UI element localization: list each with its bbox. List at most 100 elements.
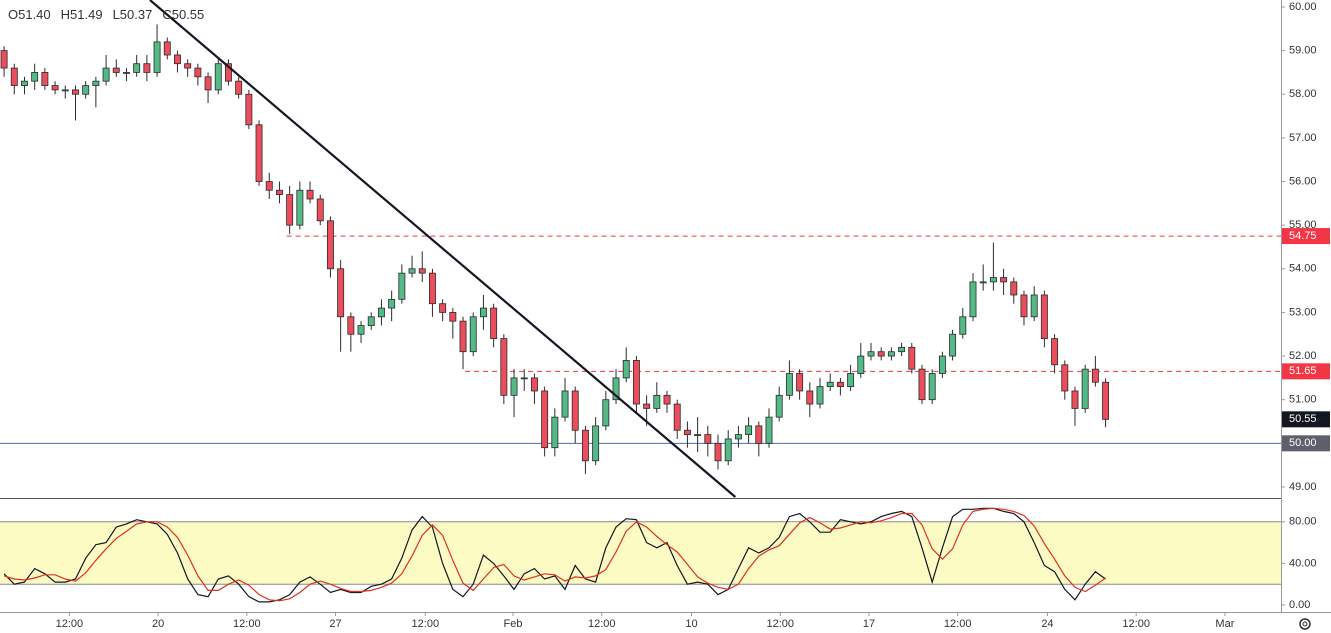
candle-body (867, 351, 875, 357)
candle-body (775, 394, 783, 418)
candle-body (969, 281, 977, 318)
candle-body (1000, 277, 1008, 283)
candle-body (745, 425, 753, 436)
price-badge-label: 54.75 (1289, 230, 1317, 242)
candle-body (918, 368, 926, 401)
candle-body (398, 272, 406, 300)
candle-body (826, 381, 834, 388)
candle-body (61, 89, 69, 92)
candle-body (836, 381, 844, 388)
candle-body (1030, 294, 1038, 318)
candle-body (337, 268, 345, 318)
x-tick-label: 12:00 (233, 618, 261, 630)
candle-body (1020, 294, 1028, 318)
candle-body (653, 394, 661, 409)
candle-body (174, 54, 181, 65)
candle-body (306, 189, 314, 200)
candle-body (541, 390, 549, 449)
candle-body (959, 316, 967, 335)
candle-body (377, 307, 385, 318)
stoch-y-tick-label: 80.00 (1289, 516, 1317, 528)
stoch-line (3, 507, 1106, 603)
candle-body (102, 67, 110, 82)
candle-body (326, 220, 334, 270)
stoch-line (3, 507, 1106, 602)
candle-body (908, 346, 916, 370)
candle-body (449, 312, 457, 322)
candle-body (316, 198, 324, 222)
candle-body (10, 67, 18, 86)
candle-body (214, 63, 222, 91)
x-tick-label: 17 (863, 618, 875, 630)
candle-body (1061, 364, 1069, 392)
candle-body (581, 429, 589, 462)
x-tick-label: 27 (329, 618, 341, 630)
x-tick-label: 12:00 (412, 618, 440, 630)
candle-body (530, 377, 538, 392)
candle-body (367, 316, 375, 326)
candle-body (571, 390, 579, 431)
candle-body (112, 67, 120, 73)
candle-body (694, 434, 702, 437)
settings-icon[interactable] (1299, 618, 1311, 630)
candle-body (428, 272, 436, 305)
candle-body (296, 189, 304, 226)
candle-body (673, 403, 681, 431)
candle-body (123, 72, 130, 74)
candle-body (92, 80, 100, 86)
candle-body (877, 351, 885, 357)
candle-body (510, 377, 518, 396)
y-tick-label: 51.00 (1289, 394, 1317, 406)
y-tick-label: 59.00 (1289, 45, 1317, 57)
candle-body (1091, 368, 1099, 383)
candle-body (265, 181, 273, 191)
candle-body (806, 390, 814, 405)
candle-body (816, 386, 824, 405)
candle-body (72, 89, 79, 95)
candle-body (704, 434, 712, 444)
candle-body (724, 438, 732, 462)
candle-body (31, 72, 39, 82)
x-tick-label: Feb (504, 618, 523, 630)
y-tick-label: 52.00 (1289, 350, 1317, 362)
candle-body (898, 346, 906, 353)
candle-body (347, 316, 355, 335)
ohlc-value: H51.49 (60, 7, 103, 22)
candle-body (286, 194, 294, 226)
price-badge-label: 51.65 (1289, 365, 1317, 377)
candle-body (439, 303, 447, 313)
y-tick-label: 49.00 (1289, 481, 1317, 493)
candle-body (979, 281, 987, 284)
x-tick-label: 12:00 (588, 618, 616, 630)
price-axis-bg (1281, 0, 1331, 633)
candle-body (592, 425, 600, 462)
candle-body (490, 307, 498, 340)
price-badge-label: 50.55 (1289, 413, 1317, 425)
x-tick-label: Mar (1215, 618, 1234, 630)
candle-body (133, 63, 141, 73)
y-tick-label: 56.00 (1289, 175, 1317, 187)
y-tick-label: 58.00 (1289, 88, 1317, 100)
candle-body (887, 351, 895, 357)
candle-body (408, 268, 416, 274)
stoch-y-tick-label: 40.00 (1289, 557, 1317, 569)
candle-body (612, 377, 620, 401)
candle-body (938, 355, 946, 374)
candle-body (245, 93, 253, 126)
y-tick-label: 53.00 (1289, 306, 1317, 318)
y-tick-label: 55.00 (1289, 219, 1317, 231)
candle-body (1040, 294, 1048, 340)
y-tick-label: 54.00 (1289, 263, 1317, 275)
candle-body (643, 403, 651, 409)
x-tick-label: 20 (152, 618, 164, 630)
x-tick-label: 12:00 (56, 618, 84, 630)
candle-body (796, 373, 804, 392)
x-tick-label: 24 (1041, 618, 1053, 630)
price-badge (1282, 411, 1330, 428)
price-badge (1282, 435, 1330, 452)
candle-body (224, 63, 232, 82)
candle-body (1051, 338, 1059, 366)
ohlc-value: L50.37 (112, 7, 153, 22)
candle-body (622, 360, 630, 379)
